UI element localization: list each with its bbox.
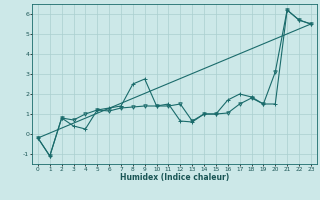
X-axis label: Humidex (Indice chaleur): Humidex (Indice chaleur): [120, 173, 229, 182]
